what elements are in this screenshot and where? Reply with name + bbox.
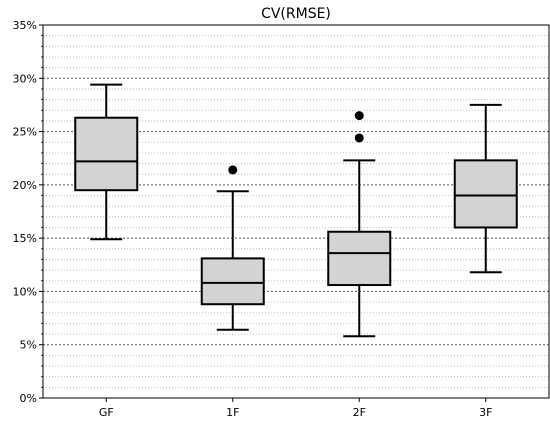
- box-iqr: [74, 116, 139, 192]
- outlier-point: [354, 133, 364, 143]
- x-tick-label: 1F: [226, 406, 239, 419]
- y-tick-label: 25%: [13, 126, 37, 139]
- y-tick-label: 10%: [13, 285, 37, 298]
- y-tick-label: 30%: [13, 72, 37, 85]
- box-GF: [74, 83, 139, 241]
- y-tick-label: 5%: [20, 339, 37, 352]
- box-iqr: [453, 159, 518, 229]
- box-2F: [327, 111, 392, 338]
- box-iqr: [327, 230, 392, 287]
- x-tick-label: 3F: [479, 406, 492, 419]
- outlier-point: [354, 111, 364, 121]
- x-axis-ticks: GF 1F 2F 3F: [99, 398, 492, 419]
- y-tick-label: 35%: [13, 19, 37, 32]
- box-1F: [200, 165, 265, 331]
- plot-frame: [42, 24, 550, 399]
- chart-title: CV(RMSE): [261, 6, 331, 22]
- x-tick-label: GF: [99, 406, 114, 419]
- y-tick-label: 0%: [20, 392, 37, 405]
- outlier-point: [228, 165, 238, 175]
- box-series: [74, 83, 518, 338]
- box-3F: [453, 103, 518, 274]
- x-tick-label: 2F: [353, 406, 366, 419]
- box-iqr: [200, 257, 265, 306]
- y-tick-label: 15%: [13, 232, 37, 245]
- y-axis-ticks: 0% 5% 10% 15% 20% 25% 30% 35%: [13, 19, 43, 405]
- y-tick-label: 20%: [13, 179, 37, 192]
